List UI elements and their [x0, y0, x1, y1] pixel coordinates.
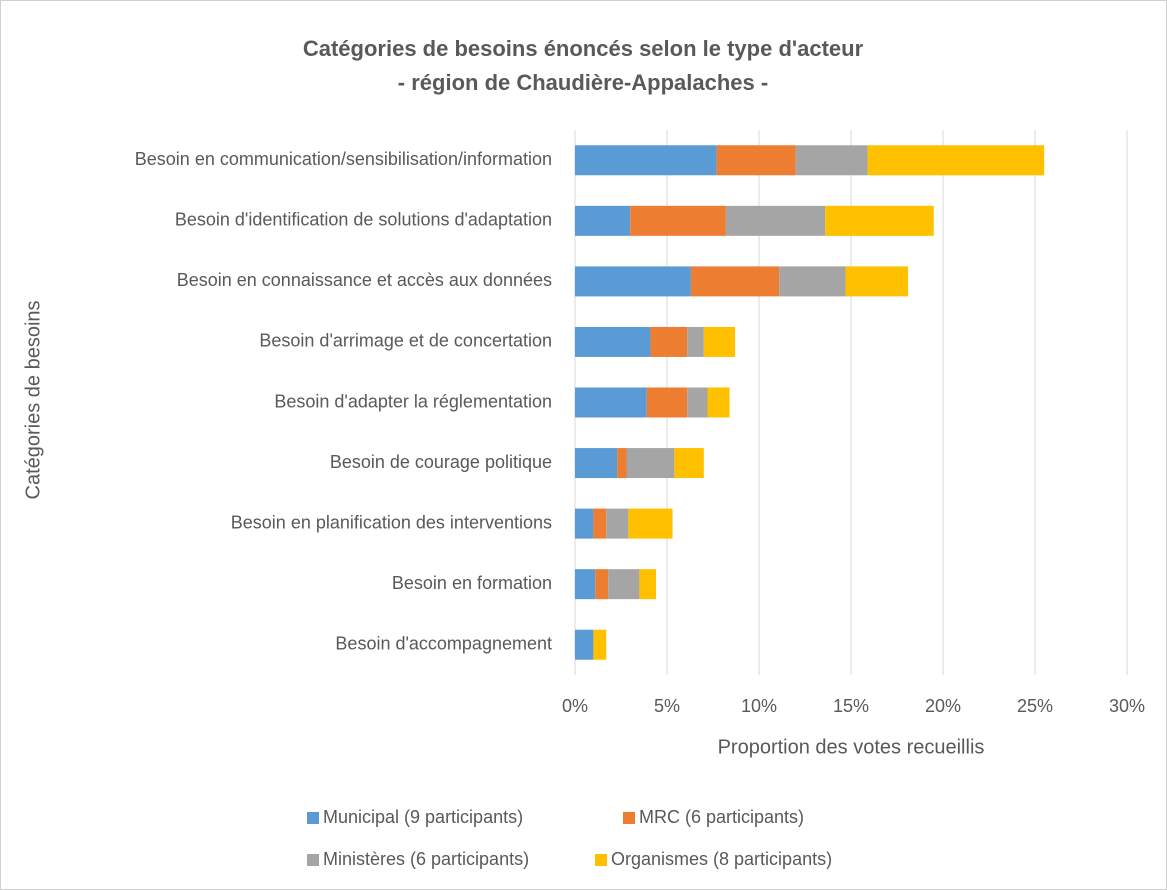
legend-label: MRC (6 participants) [639, 807, 804, 827]
bar-segment [639, 569, 656, 600]
x-tick-label: 10% [741, 696, 777, 716]
bar-segment [575, 508, 594, 539]
legend-swatch [595, 854, 607, 866]
legend-label: Organismes (8 participants) [611, 849, 832, 869]
legend-swatch [307, 812, 319, 824]
y-tick-label: Besoin d'identification de solutions d'a… [175, 210, 552, 230]
bar-segment [608, 569, 640, 600]
bar-segment [606, 508, 629, 539]
legend-swatch [623, 812, 635, 824]
bar-segment [703, 326, 736, 357]
legend-label: Ministères (6 participants) [323, 849, 529, 869]
bar-segment [725, 205, 826, 236]
bar-segment [845, 266, 909, 297]
legend-swatch [307, 854, 319, 866]
bar-segment [687, 387, 708, 418]
y-tick-label: Besoin d'adapter la réglementation [274, 391, 552, 411]
y-tick-label: Besoin en planification des intervention… [231, 512, 552, 532]
x-axis-title: Proportion des votes recueillis [718, 736, 985, 758]
chart-title: Catégories de besoins énoncés selon le t… [303, 36, 864, 61]
x-tick-label: 0% [562, 696, 588, 716]
y-tick-label: Besoin d'arrimage et de concertation [259, 331, 552, 351]
bar-segment [575, 266, 691, 297]
bar-segment [707, 387, 730, 418]
bar-segment [628, 508, 673, 539]
y-axis-title: Catégories de besoins [22, 300, 44, 499]
bar-segment [575, 629, 594, 660]
bar-segment [650, 326, 688, 357]
y-tick-label: Besoin de courage politique [330, 452, 552, 472]
x-tick-label: 25% [1017, 696, 1053, 716]
x-tick-label: 20% [925, 696, 961, 716]
bar-segment [575, 387, 647, 418]
bar-segment [867, 145, 1045, 176]
bar-segment [595, 569, 609, 600]
bar-segment [575, 569, 596, 600]
bar-segment [575, 448, 618, 479]
bar-segment [674, 448, 704, 479]
x-tick-label: 5% [654, 696, 680, 716]
bar-segment [646, 387, 688, 418]
bar-segment [575, 326, 651, 357]
bar-segment [575, 205, 631, 236]
bar-segment [617, 448, 627, 479]
bar-segment [716, 145, 796, 176]
y-tick-label: Besoin en communication/sensibilisation/… [135, 149, 552, 169]
legend-label: Municipal (9 participants) [323, 807, 523, 827]
x-tick-label: 30% [1109, 696, 1145, 716]
y-tick-label: Besoin en formation [392, 573, 552, 593]
bar-segment [687, 326, 704, 357]
bar-segment [630, 205, 726, 236]
bar-segment [593, 629, 607, 660]
bar-segment [690, 266, 780, 297]
y-tick-label: Besoin d'accompagnement [335, 633, 552, 653]
chart-subtitle: - région de Chaudière-Appalaches - [398, 70, 768, 95]
bar-segment [779, 266, 846, 297]
bar-segment [825, 205, 934, 236]
x-tick-label: 15% [833, 696, 869, 716]
bar-segment [626, 448, 675, 479]
bar-segment [593, 508, 607, 539]
bar-segment [795, 145, 868, 176]
y-tick-label: Besoin en connaissance et accès aux donn… [177, 270, 552, 290]
bar-segment [575, 145, 717, 176]
